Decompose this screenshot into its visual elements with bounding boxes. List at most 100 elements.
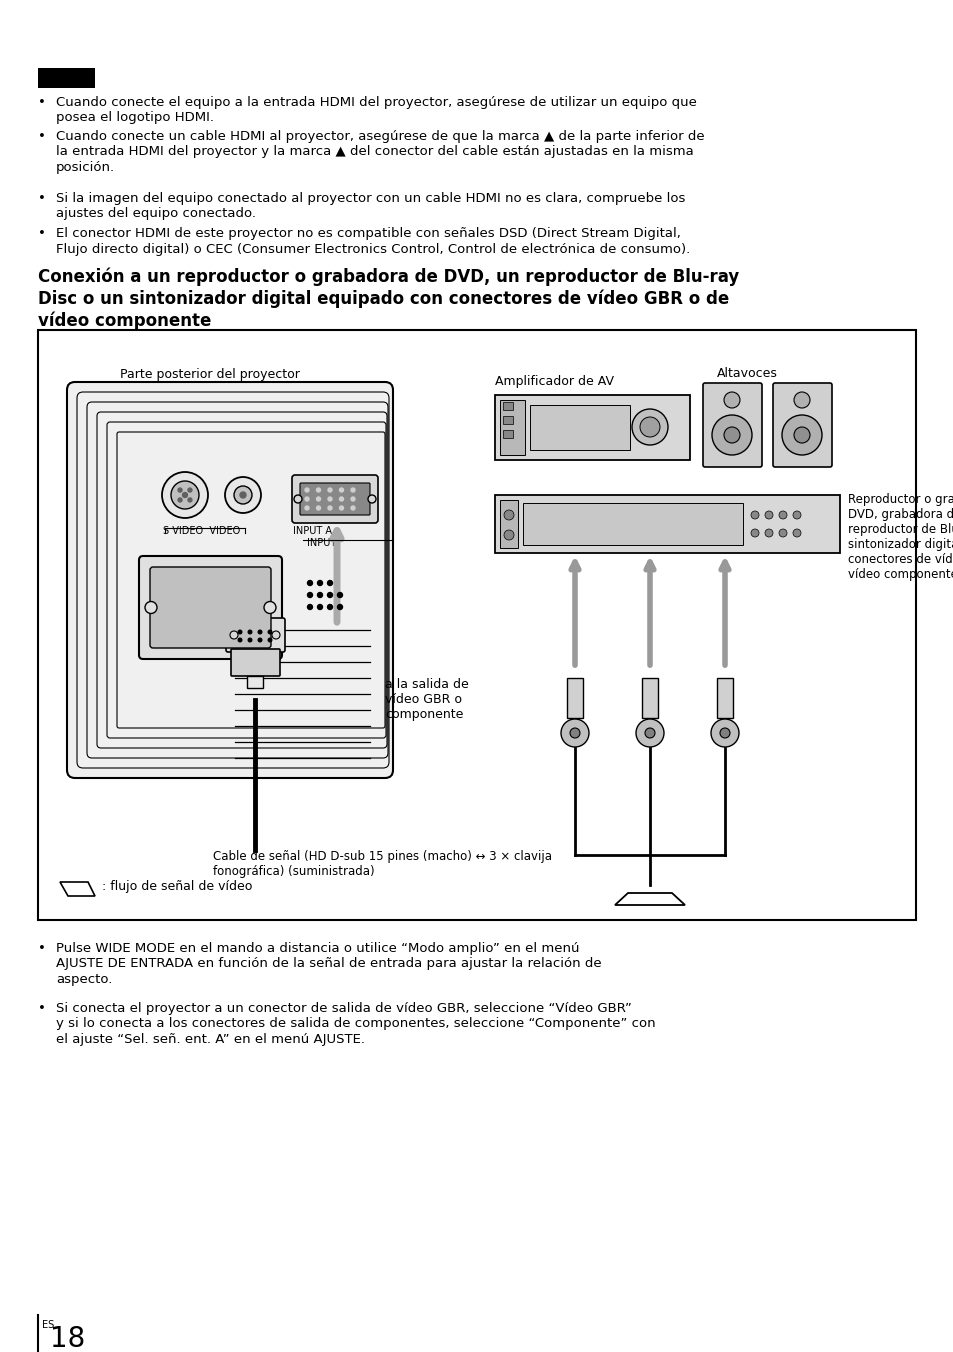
Bar bbox=[502, 430, 513, 438]
Circle shape bbox=[723, 427, 740, 443]
FancyBboxPatch shape bbox=[299, 483, 370, 515]
Circle shape bbox=[779, 529, 786, 537]
Bar bbox=[641, 677, 658, 718]
Circle shape bbox=[631, 410, 667, 445]
Circle shape bbox=[339, 488, 343, 492]
Text: aspecto.: aspecto. bbox=[56, 973, 112, 986]
Circle shape bbox=[240, 492, 246, 498]
Text: : flujo de señal de vídeo: : flujo de señal de vídeo bbox=[102, 880, 253, 894]
Bar bbox=[38, 68, 95, 88]
Text: •: • bbox=[38, 942, 46, 955]
Bar bbox=[502, 416, 513, 425]
Circle shape bbox=[793, 392, 809, 408]
Text: el ajuste “Sel. señ. ent. A” en el menú AJUSTE.: el ajuste “Sel. señ. ent. A” en el menú … bbox=[56, 1033, 365, 1046]
Circle shape bbox=[337, 604, 342, 610]
Circle shape bbox=[264, 602, 275, 614]
Circle shape bbox=[316, 488, 320, 492]
Circle shape bbox=[750, 529, 759, 537]
Text: •: • bbox=[38, 227, 46, 241]
Bar bbox=[522, 503, 742, 545]
Text: Cuando conecte un cable HDMI al proyector, asegúrese de que la marca ▲ de la par: Cuando conecte un cable HDMI al proyecto… bbox=[56, 130, 704, 143]
Text: INPUT: INPUT bbox=[307, 538, 335, 548]
Circle shape bbox=[327, 604, 333, 610]
Text: y si lo conecta a los conectores de salida de componentes, seleccione “Component: y si lo conecta a los conectores de sali… bbox=[56, 1018, 655, 1030]
Circle shape bbox=[793, 427, 809, 443]
Circle shape bbox=[337, 592, 342, 598]
Bar bbox=[38, 330, 915, 919]
Circle shape bbox=[764, 511, 772, 519]
Circle shape bbox=[327, 592, 333, 598]
Circle shape bbox=[351, 498, 355, 502]
Text: Altavoces: Altavoces bbox=[717, 366, 777, 380]
Text: Notas: Notas bbox=[44, 70, 88, 82]
Circle shape bbox=[238, 630, 241, 634]
Text: Pulse WIDE MODE en el mando a distancia o utilice “Modo amplio” en el menú: Pulse WIDE MODE en el mando a distancia … bbox=[56, 942, 578, 955]
Circle shape bbox=[162, 472, 208, 518]
Circle shape bbox=[720, 727, 729, 738]
Circle shape bbox=[317, 604, 322, 610]
Text: Cable de señal (HD D-sub 15 pines (macho) ↔ 3 × clavija
fonográfica) (suministra: Cable de señal (HD D-sub 15 pines (macho… bbox=[213, 850, 552, 877]
Circle shape bbox=[317, 580, 322, 585]
Text: ajustes del equipo conectado.: ajustes del equipo conectado. bbox=[56, 207, 255, 220]
Text: Conexión a un reproductor o grabadora de DVD, un reproductor de Blu-ray: Conexión a un reproductor o grabadora de… bbox=[38, 268, 739, 287]
Circle shape bbox=[327, 580, 333, 585]
Bar bbox=[530, 406, 629, 450]
FancyBboxPatch shape bbox=[772, 383, 831, 466]
Circle shape bbox=[503, 530, 514, 539]
Text: El conector HDMI de este proyector no es compatible con señales DSD (Direct Stre: El conector HDMI de este proyector no es… bbox=[56, 227, 680, 241]
Text: •: • bbox=[38, 130, 46, 143]
FancyBboxPatch shape bbox=[150, 566, 271, 648]
Polygon shape bbox=[60, 882, 95, 896]
Text: posea el logotipo HDMI.: posea el logotipo HDMI. bbox=[56, 111, 213, 124]
Text: 18: 18 bbox=[50, 1325, 85, 1352]
Bar bbox=[499, 500, 517, 548]
Text: ES: ES bbox=[42, 1320, 54, 1330]
Circle shape bbox=[339, 506, 343, 510]
Circle shape bbox=[351, 488, 355, 492]
FancyBboxPatch shape bbox=[139, 556, 282, 658]
Circle shape bbox=[711, 415, 751, 456]
Circle shape bbox=[316, 506, 320, 510]
Bar bbox=[499, 400, 524, 456]
Circle shape bbox=[248, 638, 252, 642]
Bar bbox=[717, 677, 732, 718]
Bar bbox=[566, 677, 582, 718]
Circle shape bbox=[305, 506, 309, 510]
Circle shape bbox=[792, 511, 801, 519]
FancyBboxPatch shape bbox=[292, 475, 377, 523]
Text: Si la imagen del equipo conectado al proyector con un cable HDMI no es clara, co: Si la imagen del equipo conectado al pro… bbox=[56, 192, 684, 206]
Circle shape bbox=[307, 580, 313, 585]
Circle shape bbox=[171, 481, 199, 508]
Circle shape bbox=[750, 511, 759, 519]
Circle shape bbox=[188, 498, 192, 502]
Circle shape bbox=[351, 506, 355, 510]
FancyBboxPatch shape bbox=[67, 383, 393, 777]
Circle shape bbox=[644, 727, 655, 738]
Circle shape bbox=[639, 416, 659, 437]
Bar bbox=[247, 676, 263, 688]
Circle shape bbox=[764, 529, 772, 537]
Circle shape bbox=[272, 631, 280, 639]
Circle shape bbox=[723, 392, 740, 408]
Circle shape bbox=[560, 719, 588, 748]
Circle shape bbox=[233, 485, 252, 504]
Circle shape bbox=[258, 638, 261, 642]
Bar bbox=[495, 395, 689, 460]
FancyBboxPatch shape bbox=[226, 618, 285, 652]
Bar bbox=[495, 495, 840, 553]
Text: AJUSTE DE ENTRADA en función de la señal de entrada para ajustar la relación de: AJUSTE DE ENTRADA en función de la señal… bbox=[56, 957, 601, 971]
Text: •: • bbox=[38, 96, 46, 110]
Circle shape bbox=[238, 638, 241, 642]
Circle shape bbox=[368, 495, 375, 503]
Circle shape bbox=[569, 727, 579, 738]
Circle shape bbox=[178, 498, 182, 502]
FancyBboxPatch shape bbox=[702, 383, 761, 466]
Text: S VIDEO  VIDEO: S VIDEO VIDEO bbox=[163, 526, 240, 535]
Text: INPUT A: INPUT A bbox=[293, 526, 332, 535]
Text: Flujo directo digital) o CEC (Consumer Electronics Control, Control de electróni: Flujo directo digital) o CEC (Consumer E… bbox=[56, 242, 690, 256]
Circle shape bbox=[230, 631, 237, 639]
Circle shape bbox=[268, 638, 272, 642]
Circle shape bbox=[792, 529, 801, 537]
Text: •: • bbox=[38, 192, 46, 206]
Text: vídeo componente: vídeo componente bbox=[38, 312, 212, 330]
